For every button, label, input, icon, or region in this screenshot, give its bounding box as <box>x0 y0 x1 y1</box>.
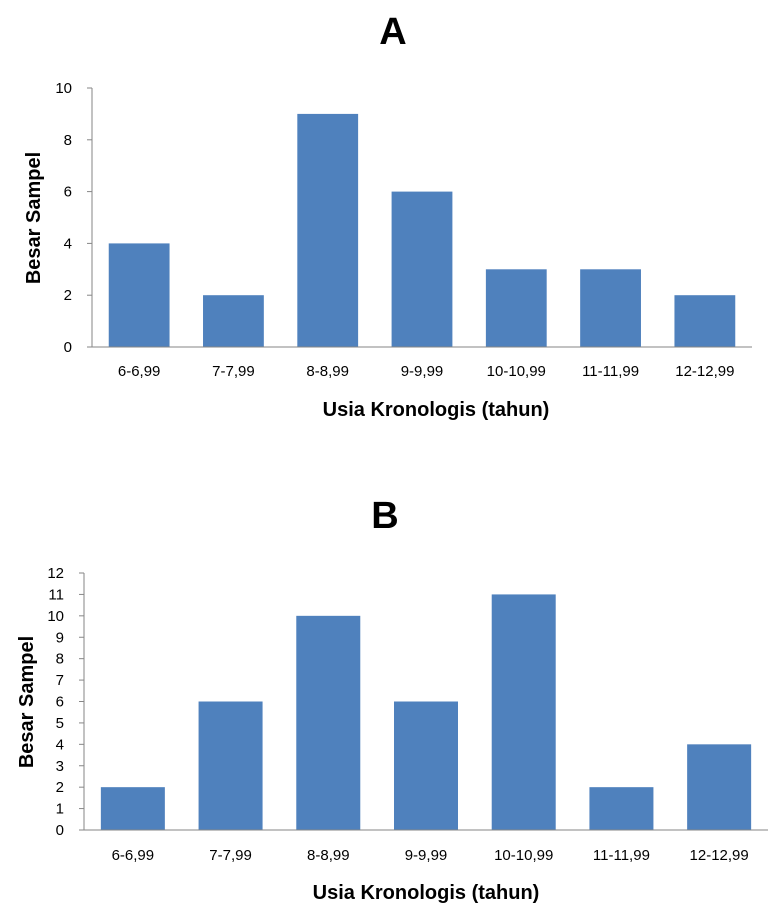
chart-b-x-tick-label: 10-10,99 <box>494 847 553 864</box>
chart-b-y-tick-label: 8 <box>56 651 64 668</box>
chart-b-y-tick-label: 11 <box>48 586 64 603</box>
chart-a-x-tick-label: 9-9,99 <box>401 363 444 380</box>
chart-a-bar-2 <box>203 295 264 347</box>
chart-b-x-tick-label: 6-6,99 <box>112 847 155 864</box>
chart-a-bar-4 <box>391 191 453 347</box>
chart-b-y-tick-label: 10 <box>47 608 64 625</box>
chart-a-bar-5 <box>485 269 547 347</box>
chart-a-x-ticks: 6-6,99 7-7,99 8-8,99 9-9,99 10-10,99 11-11,99… <box>118 363 735 380</box>
chart-b-bar-3 <box>296 615 361 830</box>
chart-b-y-tick-label: 9 <box>56 629 64 646</box>
chart-a-x-tick-label: 11-11,99 <box>582 363 639 380</box>
chart-b-x-ticks: 6-6,99 7-7,99 8-8,99 9-9,99 10-10,99 11-11,99… <box>112 847 749 864</box>
chart-b-bars <box>100 594 752 830</box>
chart-a-title: A <box>379 11 406 53</box>
chart-a-y-tick-label: 2 <box>64 287 72 304</box>
chart-a-bar-6 <box>580 269 641 347</box>
chart-a-bars <box>108 113 736 348</box>
chart-b-bar-4 <box>394 701 458 830</box>
chart-b-bar-1 <box>100 787 165 830</box>
chart-b-bar-6 <box>589 787 654 830</box>
chart-a-x-axis-title: Usia Kronologis (tahun) <box>323 399 550 421</box>
chart-b-y-axis-title: Besar Sampel <box>16 636 38 768</box>
chart-b-x-axis-title: Usia Kronologis (tahun) <box>313 882 540 904</box>
chart-b-bar-5 <box>491 594 556 830</box>
chart-b-y-tick-label: 0 <box>56 822 64 839</box>
chart-b-y-tick-label: 2 <box>56 779 64 796</box>
chart-b-y-tick-label: 4 <box>56 736 64 753</box>
chart-a-y-tick-label: 4 <box>64 235 72 252</box>
chart-a-x-tick-label: 6-6,99 <box>118 363 161 380</box>
chart-a-x-tick-label: 7-7,99 <box>212 363 255 380</box>
chart-b-bar-2 <box>198 701 263 830</box>
chart-a-bar-3 <box>297 113 359 348</box>
chart-b-y-tick-label: 5 <box>56 715 64 732</box>
chart-a-x-tick-label: 10-10,99 <box>487 363 546 380</box>
chart-b-x-tick-label: 7-7,99 <box>209 847 252 864</box>
chart-a-bar-7 <box>674 295 736 347</box>
chart-b-x-tick-label: 11-11,99 <box>593 847 650 864</box>
chart-b-y-tick-label: 3 <box>56 758 64 775</box>
chart-a-y-tick-label: 0 <box>64 339 72 356</box>
chart-a-y-ticks: 0 2 4 6 8 10 <box>55 80 92 356</box>
chart-b-bar-7 <box>687 744 752 830</box>
chart-b-title: B <box>371 495 398 537</box>
chart-b-x-tick-label: 9-9,99 <box>405 847 448 864</box>
chart-b-x-tick-label: 12-12,99 <box>690 847 749 864</box>
chart-a-y-axis-title: Besar Sampel <box>23 152 45 284</box>
chart-b-y-tick-label: 1 <box>56 801 64 818</box>
chart-b-y-tick-label: 6 <box>56 694 64 711</box>
chart-a-x-tick-label: 8-8,99 <box>306 363 349 380</box>
chart-a-y-tick-label: 6 <box>64 184 72 201</box>
chart-a-x-tick-label: 12-12,99 <box>675 363 734 380</box>
chart-b-y-tick-label: 7 <box>56 672 64 689</box>
chart-b-x-tick-label: 8-8,99 <box>307 847 350 864</box>
chart-a: A 0 2 4 6 8 10 6-6,99 7-7,99 8-8,99 9-9,99 10-10,… <box>23 11 752 421</box>
chart-a-y-tick-label: 10 <box>55 80 72 97</box>
chart-a-bar-1 <box>108 243 170 347</box>
chart-b-y-tick-label: 12 <box>47 565 64 582</box>
chart-a-y-tick-label: 8 <box>64 132 72 149</box>
